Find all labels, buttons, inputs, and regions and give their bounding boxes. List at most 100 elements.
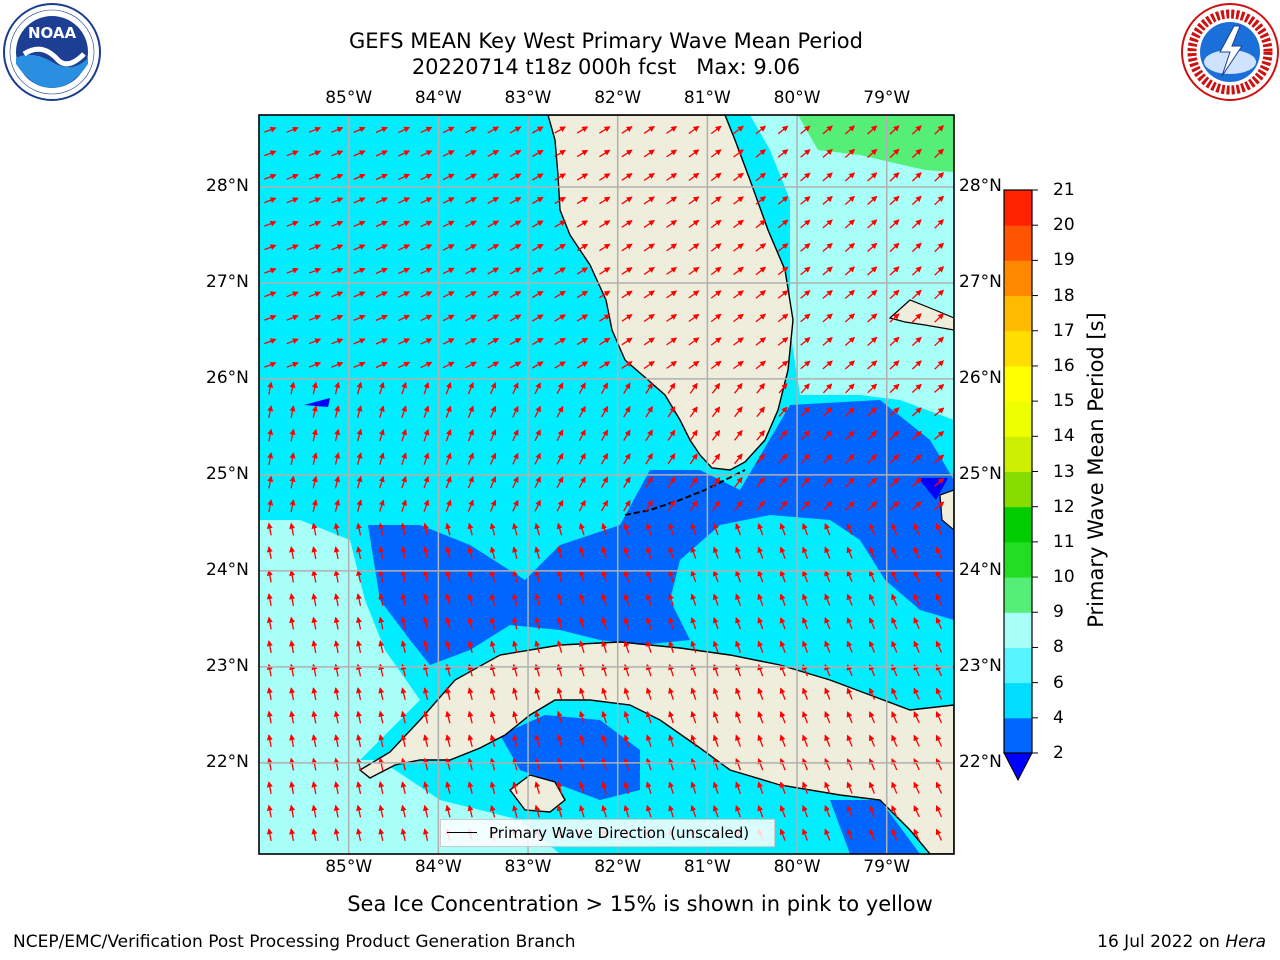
lon-label-bottom-5: 80°W [773, 857, 821, 877]
wave-arrow-470 [378, 475, 385, 489]
wave-arrow-122 [911, 195, 922, 206]
wave-arrow-848 [512, 757, 518, 771]
wave-arrow-245 [889, 289, 900, 300]
wave-arrow-922 [779, 804, 786, 818]
wave-arrow-862 [824, 757, 831, 771]
wave-arrow-748 [356, 687, 362, 701]
wave-arrow-960 [935, 828, 943, 841]
wave-arrow-246 [911, 289, 922, 300]
wave-arrow-127 [331, 220, 344, 227]
lat-label-right-5: 23°N [959, 655, 1002, 676]
wave-arrow-475 [490, 476, 497, 489]
wave-arrow-64 [308, 173, 322, 180]
wave-arrow-851 [579, 757, 585, 771]
wave-arrow-665 [579, 616, 585, 630]
wave-arrow-437 [334, 452, 341, 465]
wave-arrow-667 [623, 616, 630, 630]
wave-arrow-103 [487, 197, 500, 204]
wave-arrow-0 [264, 126, 277, 133]
wave-arrow-138 [576, 220, 589, 228]
wave-arrow-593 [356, 569, 362, 583]
wave-arrow-558 [266, 546, 273, 560]
wave-arrow-611 [757, 569, 764, 583]
lat-label-right-2: 26°N [959, 367, 1002, 388]
wave-arrow-553 [846, 523, 853, 536]
wave-arrow-351 [490, 382, 497, 395]
wave-arrow-649 [913, 593, 920, 606]
wave-arrow-370 [911, 383, 922, 393]
wave-arrow-386 [578, 405, 586, 418]
wave-arrow-485 [711, 476, 721, 488]
wave-arrow-620 [266, 593, 273, 607]
colorbar-segment-14 [1004, 225, 1032, 261]
wave-arrow-328 [666, 361, 678, 369]
wave-arrow-633 [556, 593, 563, 606]
wave-arrow-312 [308, 361, 322, 368]
wave-arrow-924 [824, 804, 831, 818]
wave-arrow-332 [755, 360, 767, 370]
wave-arrow-516 [711, 500, 721, 512]
wave-arrow-574 [623, 546, 630, 559]
wave-arrow-35 [353, 150, 366, 157]
wave-arrow-468 [334, 475, 341, 489]
wave-arrow-399 [867, 407, 878, 417]
wave-arrow-36 [375, 150, 388, 157]
wave-arrow-294 [599, 337, 611, 346]
wave-arrow-624 [356, 593, 362, 607]
wave-arrow-914 [601, 804, 608, 818]
wave-arrow-576 [668, 546, 674, 559]
wave-arrow-395 [778, 406, 788, 418]
wave-arrow-876 [445, 781, 452, 794]
wave-arrow-488 [778, 477, 788, 488]
wave-arrow-419 [623, 429, 631, 441]
wave-arrow-134 [487, 220, 500, 228]
wave-arrow-234 [643, 290, 655, 299]
colorbar-tick-label-11: 16 [1053, 355, 1075, 376]
wave-arrow-408 [378, 428, 385, 442]
wave-arrow-401 [911, 407, 922, 417]
wave-arrow-448 [578, 452, 586, 465]
wave-arrow-139 [599, 220, 611, 228]
wave-arrow-608 [690, 569, 697, 583]
colorbar-tick-label-9: 14 [1053, 426, 1075, 447]
wave-arrow-871 [333, 781, 340, 795]
lat-label-left-0: 28°N [206, 175, 249, 196]
wave-arrow-298 [688, 337, 700, 346]
wave-arrow-537 [489, 522, 496, 536]
wave-arrow-474 [467, 475, 474, 489]
wave-arrow-465 [267, 475, 274, 489]
wave-arrow-387 [600, 405, 609, 418]
wave-arrow-642 [757, 593, 764, 606]
wave-arrow-637 [645, 593, 652, 606]
lat-label-right-6: 22°N [959, 751, 1002, 772]
wave-arrow-166 [509, 244, 522, 251]
wave-arrow-806 [266, 734, 273, 748]
wave-arrow-777 [311, 710, 318, 724]
map-title-line2: 20220714 t18z 000h fcst Max: 9.06 [411, 55, 801, 79]
wave-arrow-552 [824, 522, 831, 536]
wave-arrow-638 [668, 593, 674, 606]
wave-arrow-86 [800, 172, 811, 182]
colorbar-segment-10 [1004, 365, 1032, 402]
colorbar-tick-label-10: 15 [1053, 391, 1075, 412]
wave-arrow-586 [891, 546, 898, 559]
wave-arrow-845 [445, 757, 452, 771]
wave-arrow-805 [935, 711, 943, 724]
wave-arrow-542 [601, 522, 608, 536]
wave-arrow-935 [378, 828, 385, 842]
wave-arrow-911 [534, 804, 541, 818]
wave-arrow-154 [934, 219, 945, 229]
wave-arrow-72 [487, 173, 500, 181]
wave-arrow-598 [467, 569, 474, 583]
wave-arrow-443 [467, 452, 474, 465]
wave-arrow-469 [356, 475, 363, 489]
wave-arrow-771 [868, 687, 876, 700]
wave-arrow-274 [844, 313, 856, 323]
wave-arrow-840 [333, 757, 340, 771]
wave-arrow-883 [601, 781, 608, 794]
wave-arrow-118 [822, 195, 833, 205]
wave-arrow-910 [512, 804, 518, 818]
wave-arrow-481 [623, 476, 631, 488]
wave-arrow-204 [666, 267, 678, 275]
wave-arrow-91 [911, 172, 922, 182]
